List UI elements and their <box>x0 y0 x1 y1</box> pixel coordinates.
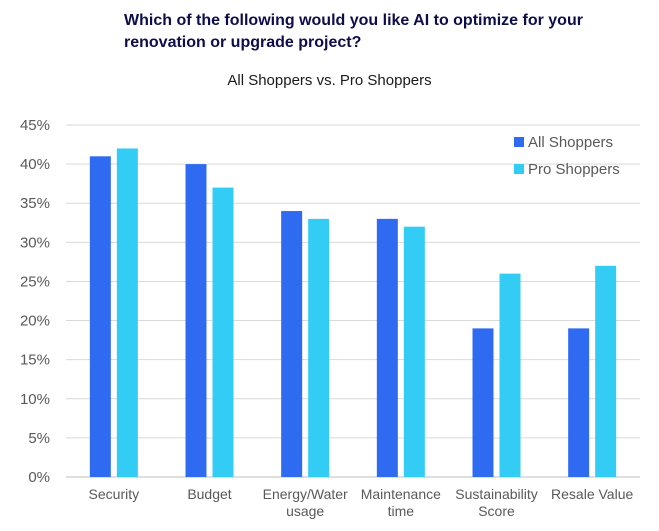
bar-pro-shoppers <box>499 273 521 477</box>
legend-label: Pro Shoppers <box>528 161 620 178</box>
y-tick-label: 0% <box>28 469 50 486</box>
bar-pro-shoppers <box>308 218 330 477</box>
bar-all-shoppers <box>568 328 590 477</box>
bar-all-shoppers <box>281 211 303 478</box>
bar-all-shoppers <box>472 328 494 477</box>
category-label: Maintenance time <box>361 486 441 519</box>
chart-title: Which of the following would you like AI… <box>124 12 583 51</box>
bar-all-shoppers <box>89 156 111 478</box>
bar-pro-shoppers <box>403 226 425 477</box>
y-tick-label: 30% <box>20 234 50 251</box>
bar-all-shoppers <box>185 164 207 477</box>
bar-all-shoppers <box>376 218 398 477</box>
category-label: Energy/Water usage <box>263 486 348 519</box>
legend: All Shoppers Pro Shoppers <box>514 134 620 178</box>
chart-subtitle: All Shoppers vs. Pro Shoppers <box>227 72 432 89</box>
y-tick-label: 40% <box>20 156 50 173</box>
y-tick-label: 20% <box>20 313 50 330</box>
y-tick-label: 5% <box>28 430 50 447</box>
gridlines <box>66 124 640 478</box>
legend-swatch <box>514 137 524 147</box>
y-tick-label: 35% <box>20 195 50 212</box>
y-tick-label: 10% <box>20 391 50 408</box>
y-axis: 0% 5% 10% 15% 20% 25% 30% 35% 40% 45% <box>20 117 50 486</box>
bars <box>89 148 617 478</box>
y-tick-label: 45% <box>20 117 50 134</box>
category-label: Security <box>89 486 140 502</box>
bar-pro-shoppers <box>595 265 617 477</box>
legend-label: All Shoppers <box>528 134 613 151</box>
bar-pro-shoppers <box>212 187 234 478</box>
category-label: Budget <box>187 486 231 502</box>
category-label: Resale Value <box>551 486 633 502</box>
x-axis: Security Budget Energy/Water usage Maintenan… <box>89 486 634 519</box>
y-tick-label: 15% <box>20 352 50 369</box>
bar-pro-shoppers <box>116 148 138 477</box>
y-tick-label: 25% <box>20 273 50 290</box>
legend-swatch <box>514 164 524 174</box>
category-label: Sustainability Score <box>455 486 538 519</box>
